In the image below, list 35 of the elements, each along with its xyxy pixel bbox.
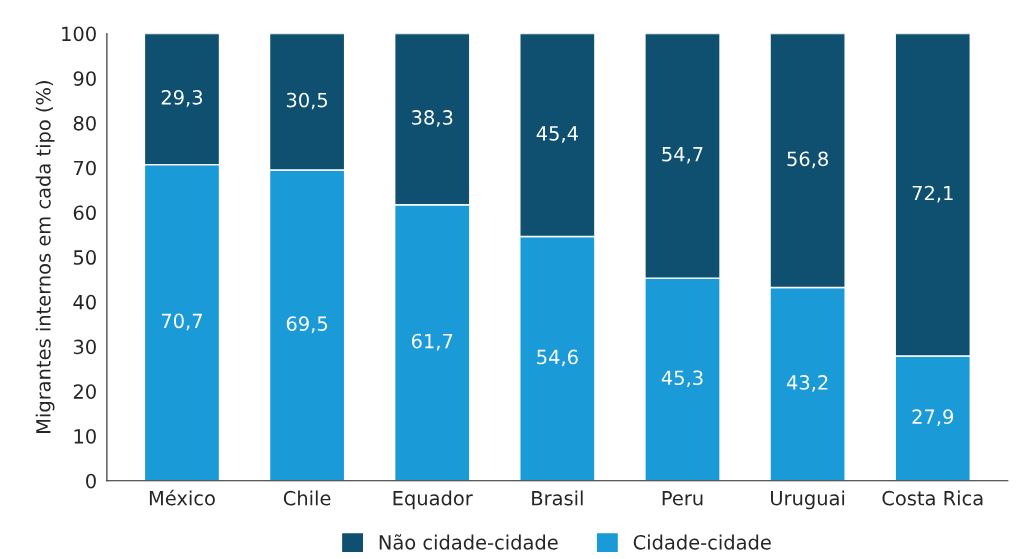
data-label: 27,9 (912, 409, 954, 426)
y-tick-label: 70 (74, 160, 96, 176)
legend-label: Cidade-cidade (633, 534, 771, 550)
y-tick-label: 40 (73, 294, 96, 310)
data-label: 69,5 (286, 316, 328, 333)
data-label: 56,8 (787, 151, 828, 169)
y-tick-label: 0 (86, 473, 96, 489)
x-tick-label: Costa Rica (882, 490, 983, 506)
data-label: 38,3 (412, 110, 453, 127)
y-tick-label: 100 (62, 26, 96, 42)
y-tick-label: 30 (73, 339, 96, 355)
x-tick-label: México (149, 489, 215, 506)
data-label: 70,7 (161, 313, 202, 331)
data-label: 45,4 (536, 126, 578, 143)
data-label: 72,1 (912, 185, 953, 203)
data-label: 29,3 (161, 89, 203, 107)
data-label: 43,2 (786, 375, 828, 392)
y-tick-label: 90 (73, 71, 96, 86)
data-label: 30,5 (286, 92, 328, 110)
y-tick-label: 50 (73, 250, 96, 265)
y-tick-label: 20 (73, 384, 96, 399)
data-label: 54,7 (662, 147, 703, 164)
data-label: 54,6 (537, 349, 578, 367)
x-tick-label: Brasil (532, 490, 583, 506)
legend-label: Não cidade-cidade (379, 534, 558, 550)
y-tick-label: 60 (73, 205, 96, 221)
y-tick-label: 10 (74, 428, 96, 444)
x-tick-label: Peru (662, 491, 703, 506)
data-label: 61,7 (411, 333, 453, 351)
data-label: 45,3 (661, 370, 703, 388)
x-tick-label: Equador (393, 490, 473, 510)
y-tick-label: 80 (73, 115, 96, 131)
y-axis-title: Migrantes internos em cada tipo (%) (35, 81, 55, 433)
x-tick-label: Uruguai (771, 490, 845, 510)
x-tick-label: Chile (283, 490, 331, 506)
